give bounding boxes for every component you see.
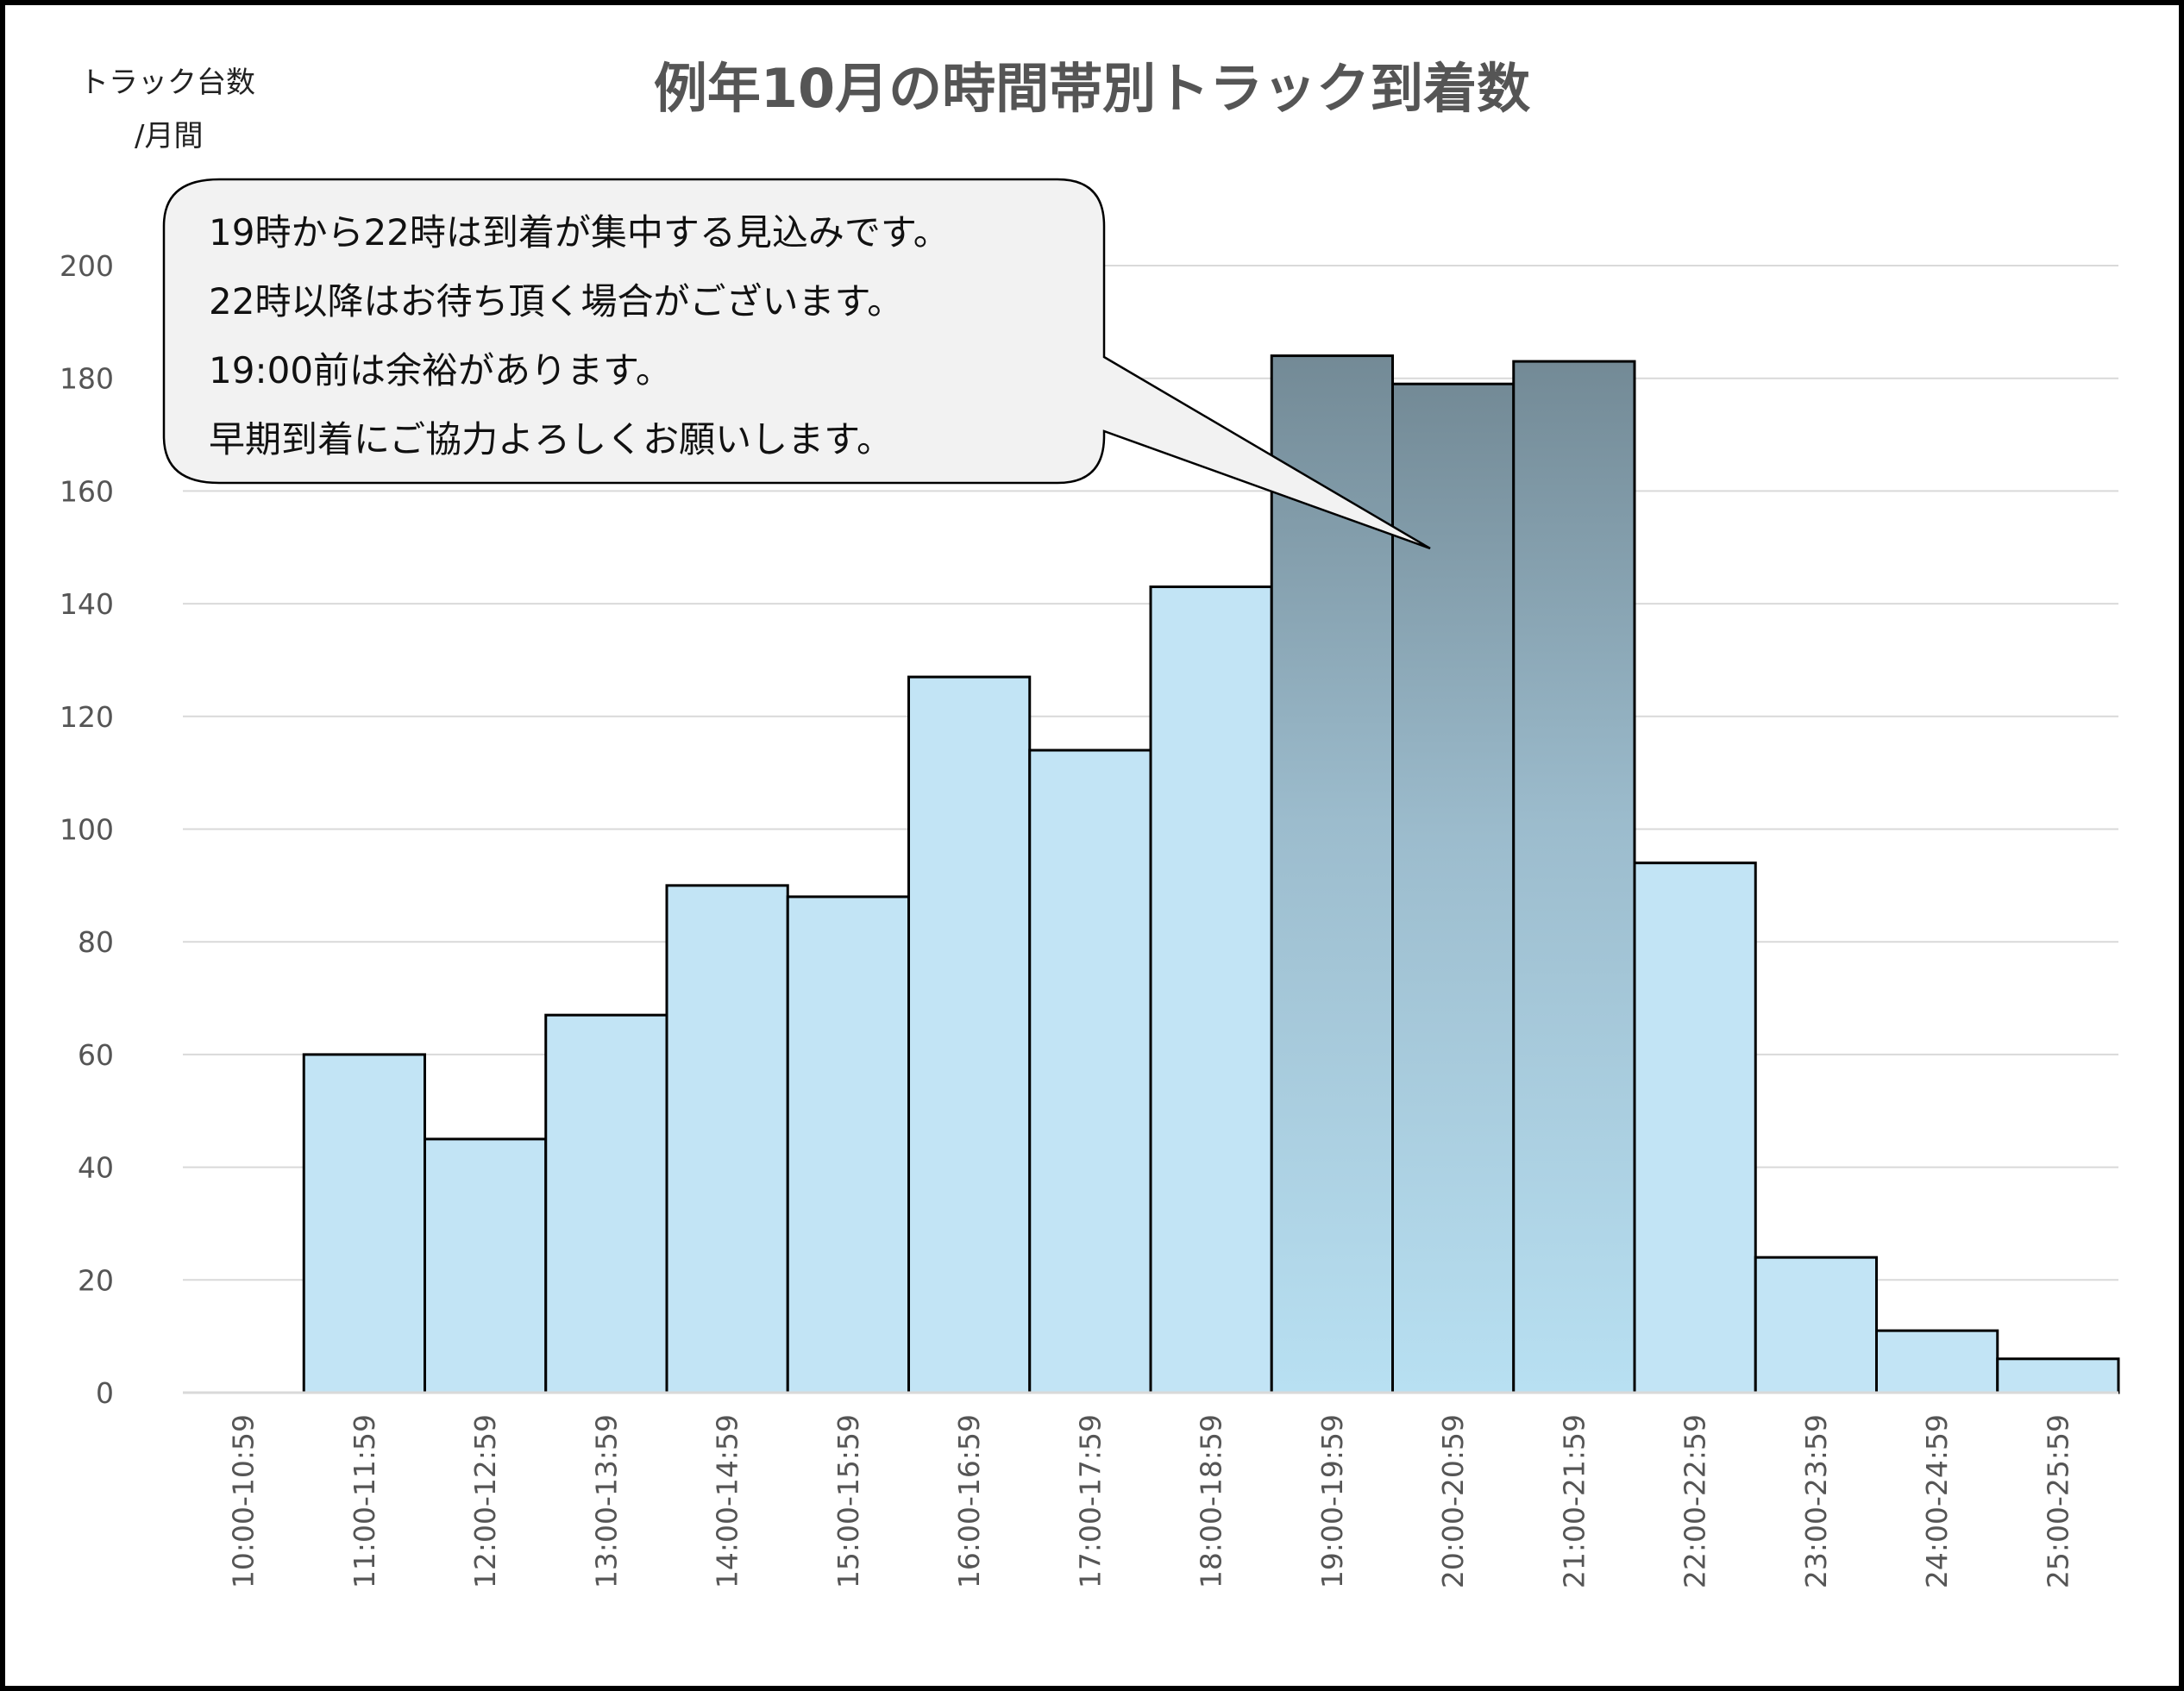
x-tick-label: 17:00-17:59	[1073, 1414, 1107, 1588]
annotation-callout	[162, 178, 1431, 550]
y-tick-label: 80	[78, 925, 114, 959]
y-tick-label: 120	[60, 700, 114, 734]
y-tick-label: 200	[60, 249, 114, 283]
x-axis-ticks: 10:00-10:59 11:00-11:59 12:00-12:59 13:00-1…	[227, 1414, 2075, 1588]
x-tick-label: 16:00-16:59	[952, 1414, 986, 1588]
bar	[907, 675, 1032, 1394]
y-tick-label: 0	[96, 1376, 114, 1410]
annotation-line-1: 19時から22時は到着が集中する見込みです。	[209, 211, 950, 254]
highlighted-bar	[1391, 382, 1516, 1394]
x-tick-label: 25:00-25:59	[2041, 1414, 2074, 1588]
y-tick-label: 20	[78, 1263, 114, 1297]
bar	[786, 895, 910, 1394]
bar	[1875, 1329, 1999, 1394]
x-tick-label: 12:00-12:59	[468, 1414, 502, 1588]
annotation-line-4: 早期到着にご協力よろしくお願いします。	[209, 418, 893, 460]
bar	[544, 1013, 668, 1394]
bar	[424, 1137, 548, 1394]
y-axis-ticks: 0 20 40 60 80 100 120 140 160 180 200	[60, 249, 114, 1410]
x-tick-label: 23:00-23:59	[1799, 1414, 1833, 1588]
x-tick-label: 11:00-11:59	[348, 1414, 381, 1588]
x-tick-label: 22:00-22:59	[1679, 1414, 1712, 1588]
x-tick-label: 15:00-15:59	[832, 1414, 865, 1588]
y-tick-label: 60	[78, 1038, 114, 1072]
annotation-line-3: 19:00前は余裕があります。	[209, 349, 672, 391]
y-axis-label-line-2: /月間	[135, 119, 204, 153]
bars	[302, 354, 2120, 1394]
bar	[302, 1053, 426, 1394]
y-tick-label: 40	[78, 1151, 114, 1185]
bar	[1028, 748, 1152, 1394]
bar	[665, 884, 789, 1394]
annotation-line-2: 22時以降はお待ち頂く場合がございます。	[209, 280, 904, 323]
x-tick-label: 13:00-13:59	[589, 1414, 623, 1588]
x-tick-label: 18:00-18:59	[1195, 1414, 1228, 1588]
x-tick-label: 24:00-24:59	[1920, 1414, 1954, 1588]
y-tick-label: 140	[60, 587, 114, 621]
x-tick-label: 14:00-14:59	[711, 1414, 744, 1588]
y-tick-label: 100	[60, 813, 114, 847]
bar	[1754, 1256, 1878, 1394]
y-axis-label-line-1: トラック台数	[79, 66, 255, 100]
x-tick-label: 19:00-19:59	[1315, 1414, 1349, 1588]
x-tick-label: 20:00-20:59	[1436, 1414, 1470, 1588]
x-tick-label: 21:00-21:59	[1557, 1414, 1591, 1588]
chart-title: 例年10月の時間帯別トラック到着数	[653, 57, 1531, 120]
y-tick-label: 180	[60, 362, 114, 396]
bar	[1996, 1357, 2120, 1394]
x-tick-label: 10:00-10:59	[227, 1414, 260, 1588]
annotation-text: 19時から22時は到着が集中する見込みです。 22時以降はお待ち頂く場合がござい…	[209, 198, 950, 474]
bar	[1149, 585, 1273, 1394]
y-tick-label: 160	[60, 474, 114, 508]
bar	[1633, 861, 1757, 1394]
highlighted-bar	[1512, 360, 1636, 1394]
